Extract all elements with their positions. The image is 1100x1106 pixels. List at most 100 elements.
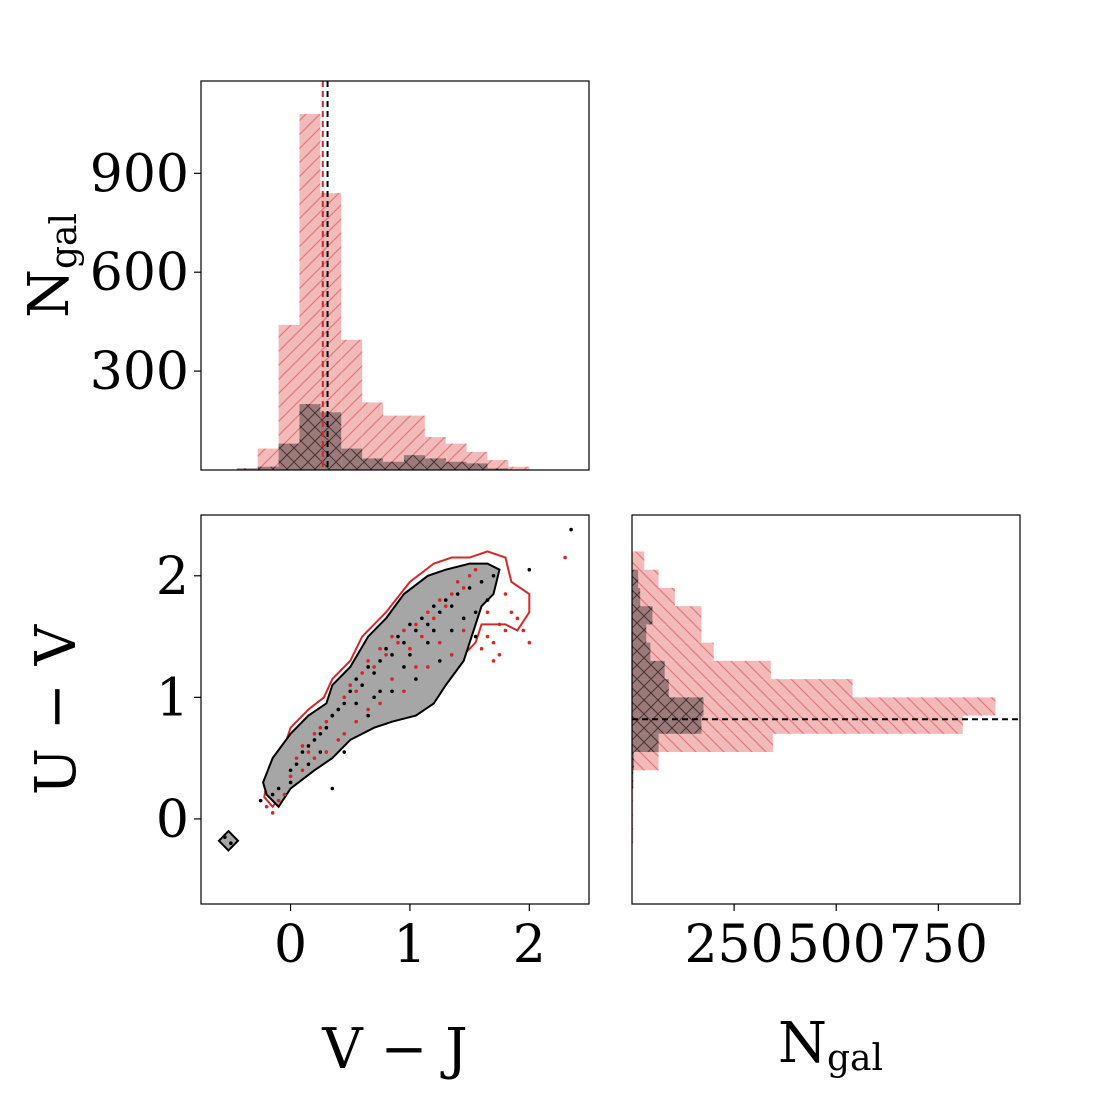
red-point-48 — [378, 701, 382, 706]
red-point-59 — [437, 640, 442, 645]
top-bar-hatch-red-sample-5 — [320, 193, 342, 470]
scatter-y-ticks: 0 1 2 — [156, 547, 201, 850]
red-point-64 — [312, 756, 317, 760]
black-point-20 — [390, 653, 394, 657]
red-point-27 — [432, 616, 436, 621]
top-bar-hatch-red-sample-8 — [383, 415, 404, 470]
top-bar-hatch-red-sample-14 — [508, 466, 530, 470]
black-point-11 — [336, 707, 341, 712]
black-point-18 — [378, 659, 382, 663]
black-point-32 — [461, 616, 466, 621]
right-histogram-panel: 250 500 750 Ngal — [631, 514, 1021, 1079]
red-point-57 — [390, 677, 394, 681]
top-histogram-bars — [236, 113, 530, 470]
red-point-26 — [426, 610, 430, 615]
red-point-8 — [318, 725, 323, 730]
scatter-panel: 0 1 2 0 1 2 V − J U − V — [24, 514, 590, 1082]
right-bar-hatch-black-sample-9 — [632, 660, 665, 680]
black-point-14 — [354, 677, 359, 681]
top-ytick-label-2: 900 — [90, 144, 189, 204]
black-point-4 — [294, 762, 299, 766]
top-median-lines — [321, 81, 329, 470]
top-bar-hatch-black-sample-7 — [362, 458, 384, 470]
top-bar-hatch-black-sample-11 — [445, 461, 467, 470]
black-point-8 — [318, 732, 323, 736]
black-contour — [262, 562, 501, 809]
top-bar-hatch-red-sample-4 — [299, 113, 321, 470]
black-point-52 — [426, 640, 430, 645]
black-point-24 — [414, 628, 418, 633]
black-point-16 — [366, 665, 370, 669]
top-bar-hatch-black-sample-1 — [236, 468, 258, 470]
red-point-58 — [414, 665, 418, 669]
top-bar-hatch-black-sample-13 — [487, 468, 509, 470]
scatter-points — [223, 527, 573, 846]
top-bar-hatch-red-sample-13 — [487, 460, 509, 470]
red-point-44 — [491, 659, 496, 663]
right-bar-hatch-black-sample-7 — [632, 697, 704, 716]
red-point-63 — [479, 646, 484, 651]
red-point-15 — [360, 671, 364, 675]
red-point-23 — [408, 646, 412, 651]
right-bar-hatch-red-sample-4 — [632, 752, 659, 771]
right-xtick-label-0: 250 — [684, 915, 783, 975]
red-point-43 — [527, 640, 532, 645]
black-point-55 — [306, 762, 311, 766]
black-point-39 — [342, 750, 347, 754]
right-bar-hatch-red-sample-13 — [632, 587, 675, 607]
red-point-4 — [294, 756, 299, 760]
black-point-28 — [437, 610, 442, 615]
scatter-xtick-label-2: 2 — [513, 915, 546, 975]
top-bar-hatch-red-sample-2 — [257, 448, 279, 470]
right-histogram-bars — [632, 551, 996, 844]
red-point-45 — [497, 653, 502, 657]
black-point-7 — [312, 738, 317, 742]
top-bar-hatch-black-sample-2 — [257, 466, 279, 470]
black-point-56 — [288, 780, 293, 785]
right-xtick-label-2: 750 — [889, 915, 988, 975]
black-point-54 — [473, 634, 478, 639]
top-bar-hatch-black-sample-8 — [383, 461, 404, 470]
red-point-24 — [414, 622, 418, 627]
red-point-1 — [270, 811, 275, 815]
right-bar-hatch-red-sample-8 — [632, 679, 853, 698]
scatter-xlabel: V − J — [321, 1017, 467, 1082]
black-point-35 — [479, 580, 484, 584]
black-point-10 — [330, 713, 335, 718]
right-bar-hatch-black-sample-5 — [632, 733, 659, 753]
scatter-panel-frame — [200, 514, 590, 905]
top-bar-hatch-black-sample-4 — [299, 404, 321, 470]
black-point-41 — [390, 689, 394, 694]
red-point-3 — [288, 774, 293, 779]
red-point-12 — [342, 695, 347, 700]
scatter-x-ticks: 0 1 2 — [274, 904, 546, 975]
top-ytick-label-1: 600 — [90, 243, 189, 303]
right-bar-hatch-red-sample-9 — [632, 660, 771, 680]
black-point-48 — [318, 750, 323, 754]
red-point-21 — [396, 640, 400, 645]
red-point-14 — [354, 689, 359, 694]
red-point-39 — [503, 628, 508, 633]
top-bar-hatch-black-sample-12 — [466, 463, 488, 470]
red-point-52 — [324, 750, 329, 754]
red-point-22 — [402, 628, 406, 633]
top-ytick-label-0: 300 — [90, 342, 189, 402]
black-point-58 — [432, 628, 436, 633]
right-bar-hatch-black-sample-10 — [632, 642, 651, 661]
black-point-57 — [408, 653, 412, 657]
black-point-38 — [330, 786, 335, 791]
black-point-50 — [378, 689, 382, 694]
top-bar-hatch-red-sample-7 — [362, 402, 384, 470]
right-bar-hatch-red-sample-15 — [632, 551, 645, 570]
black-point-46 — [223, 835, 227, 839]
red-point-28 — [437, 598, 442, 602]
top-histogram-panel: 300 600 900 Ngal — [17, 80, 590, 471]
right-bar-hatch-red-sample-0 — [632, 824, 634, 844]
red-point-37 — [491, 640, 496, 645]
red-point-60 — [461, 628, 466, 633]
right-bar-hatch-black-sample-13 — [632, 587, 641, 607]
red-point-17 — [372, 665, 376, 669]
right-bar-hatch-red-sample-1 — [632, 806, 634, 825]
scatter-ytick-label-2: 2 — [156, 547, 189, 607]
